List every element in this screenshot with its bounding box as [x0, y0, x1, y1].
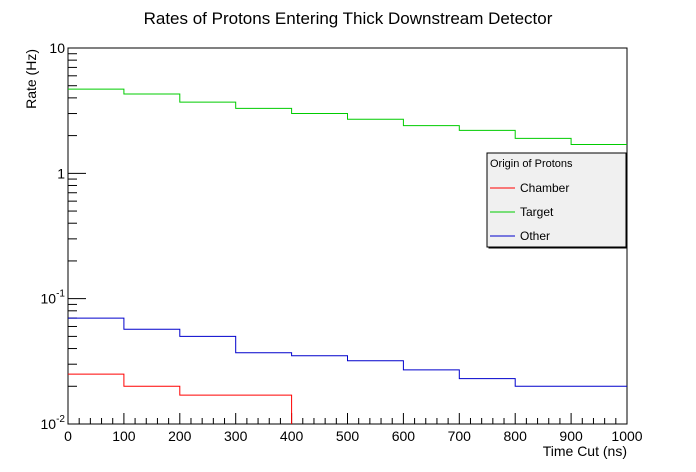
series-chamber [68, 373, 293, 424]
x-tick-label: 300 [224, 428, 248, 444]
x-tick-label: 500 [336, 428, 360, 444]
legend-entry: Chamber [520, 181, 569, 195]
y-tick-label: 1 [57, 165, 65, 181]
y-tick-label: 10 [49, 40, 65, 56]
x-tick-label: 100 [112, 428, 136, 444]
legend-box [486, 152, 627, 248]
x-tick-label: 0 [64, 428, 72, 444]
series-other [68, 317, 627, 387]
x-tick-label: 400 [280, 428, 304, 444]
y-tick-label: 10-2 [41, 414, 66, 432]
y-tick-label: 10-1 [41, 289, 66, 307]
x-tick-label: 900 [559, 428, 583, 444]
legend-entry: Target [520, 205, 554, 219]
plot-area: 0 100 200 300 400 500 600 700 800 900 1000 10 1 10-1 1… [41, 40, 643, 444]
x-axis-label: Time Cut (ns) [543, 443, 627, 459]
legend-title: Origin of Protons [490, 158, 573, 170]
legend-entry: Other [520, 229, 550, 243]
x-tick-label: 200 [168, 428, 192, 444]
x-tick-label: 700 [448, 428, 472, 444]
x-tick-label: 600 [392, 428, 416, 444]
y-axis-label: Rate (Hz) [23, 49, 39, 109]
x-tick-label: 1000 [611, 428, 642, 444]
chart-title: Rates of Protons Entering Thick Downstre… [144, 9, 553, 28]
legend: Origin of Protons Chamber Target Other [486, 152, 628, 249]
x-tick-label: 800 [504, 428, 528, 444]
series-target [68, 88, 627, 145]
